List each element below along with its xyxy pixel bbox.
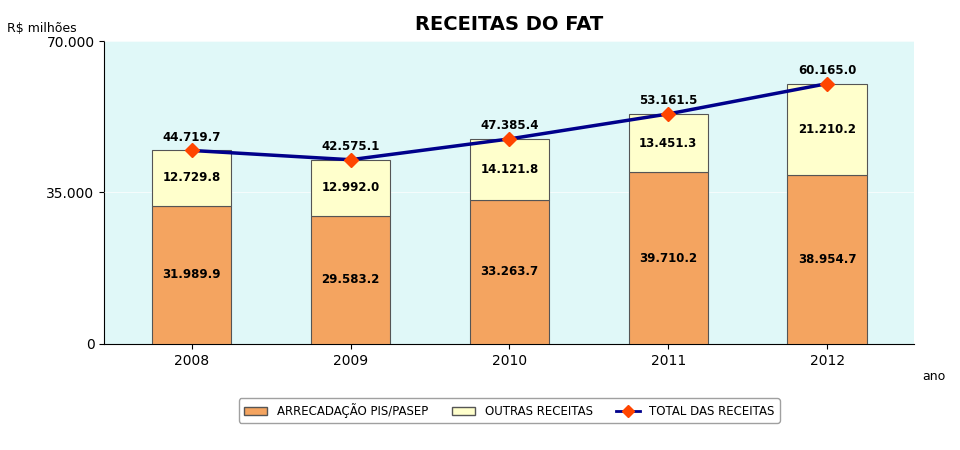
- Bar: [629, 114, 708, 172]
- Text: 29.583.2: 29.583.2: [322, 274, 380, 286]
- Text: 44.719.7: 44.719.7: [162, 131, 221, 144]
- Text: 12.729.8: 12.729.8: [162, 171, 221, 184]
- Bar: [787, 176, 867, 344]
- Bar: [152, 206, 231, 344]
- Bar: [469, 139, 549, 200]
- Text: R$ milhões: R$ milhões: [7, 22, 77, 35]
- Bar: [629, 172, 708, 344]
- Bar: [152, 150, 231, 206]
- Text: 14.121.8: 14.121.8: [480, 163, 539, 176]
- Text: 42.575.1: 42.575.1: [322, 140, 380, 153]
- Bar: [469, 200, 549, 344]
- Legend: ARRECADAÇÃO PIS/PASEP, OUTRAS RECEITAS, TOTAL DAS RECEITAS: ARRECADAÇÃO PIS/PASEP, OUTRAS RECEITAS, …: [239, 398, 780, 423]
- Text: 33.263.7: 33.263.7: [480, 266, 539, 279]
- Text: 47.385.4: 47.385.4: [480, 119, 539, 132]
- Bar: [311, 160, 390, 216]
- Text: 21.210.2: 21.210.2: [798, 123, 856, 136]
- Text: 38.954.7: 38.954.7: [798, 253, 856, 266]
- Text: 53.161.5: 53.161.5: [639, 94, 697, 108]
- Text: 12.992.0: 12.992.0: [322, 181, 379, 194]
- Text: 39.710.2: 39.710.2: [639, 252, 697, 265]
- Text: 13.451.3: 13.451.3: [639, 136, 697, 149]
- Title: RECEITAS DO FAT: RECEITAS DO FAT: [416, 15, 604, 34]
- Bar: [311, 216, 390, 344]
- Text: ano: ano: [923, 370, 946, 383]
- Text: 60.165.0: 60.165.0: [798, 64, 856, 77]
- Text: 31.989.9: 31.989.9: [162, 268, 221, 281]
- Bar: [787, 84, 867, 176]
